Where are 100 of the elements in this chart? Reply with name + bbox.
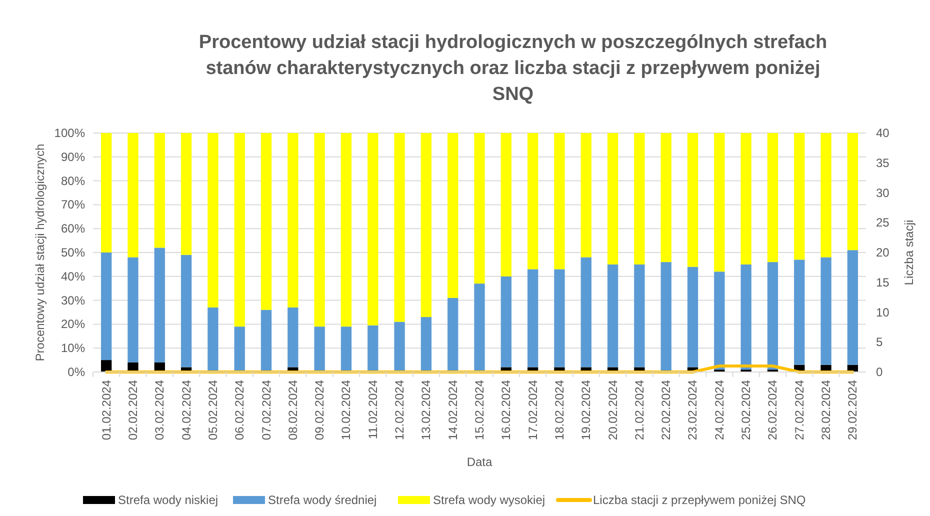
bar <box>607 133 618 264</box>
bar <box>660 133 672 262</box>
y2-tick-label: 20 <box>876 246 890 260</box>
bar <box>847 250 858 365</box>
x-tick-label: 25.02.2024 <box>739 380 754 440</box>
bar <box>500 276 512 368</box>
bar <box>288 307 298 368</box>
bar <box>847 133 858 250</box>
bar <box>714 133 725 272</box>
x-tick-label: 03.02.2024 <box>152 380 167 440</box>
x-tick-label: 07.02.2024 <box>259 380 274 440</box>
x-tick-label: 19.02.2024 <box>579 380 594 440</box>
bar <box>208 307 218 372</box>
bar <box>234 326 245 372</box>
bar <box>634 264 645 368</box>
bar <box>128 257 138 362</box>
x-tick-label: 21.02.2024 <box>632 380 646 440</box>
bar <box>474 284 485 372</box>
bar <box>554 133 565 270</box>
y2-tick-label: 5 <box>876 335 883 350</box>
bar <box>687 266 698 368</box>
bar <box>420 317 432 372</box>
x-tick-label: 16.02.2024 <box>499 380 514 440</box>
bar <box>340 326 352 372</box>
legend-label: Liczba stacji z przepływem poniżej SNQ <box>593 493 806 507</box>
bar <box>314 326 325 372</box>
x-tick-label: 20.02.2024 <box>606 380 620 440</box>
legend-label: Strefa wody średniej <box>268 493 377 507</box>
bar <box>500 133 512 276</box>
bar <box>714 272 725 370</box>
bar <box>234 133 245 327</box>
bar <box>180 133 192 255</box>
bar <box>687 133 698 267</box>
x-tick-label: 06.02.2024 <box>232 380 247 440</box>
y-tick-label: 40% <box>60 269 86 284</box>
bar <box>314 133 325 327</box>
bar <box>100 360 112 372</box>
y2-tick-label: 30 <box>876 186 890 200</box>
bar <box>740 264 752 370</box>
bar <box>554 269 565 368</box>
x-tick-label: 12.02.2024 <box>392 380 407 440</box>
bar <box>448 298 458 372</box>
x-axis-title: Data <box>466 455 492 469</box>
x-tick-label: 04.02.2024 <box>179 380 194 440</box>
x-tick-label: 23.02.2024 <box>686 380 700 440</box>
y-tick-label: 30% <box>60 293 86 308</box>
x-tick-label: 18.02.2024 <box>552 380 566 440</box>
x-tick-label: 01.02.2024 <box>99 380 114 440</box>
y-tick-label: 100% <box>54 126 86 140</box>
bar <box>527 133 538 270</box>
x-tick-label: 27.02.2024 <box>792 380 806 440</box>
bar <box>767 262 778 370</box>
bar <box>208 133 218 308</box>
bar <box>154 248 165 362</box>
chart-title: Procentowy udział stacji hydrologicznych w poszczególnych strefach stanów charakterystycznych oraz liczba stacji z przepływem poniżej SNQ <box>198 32 828 105</box>
bar <box>660 262 672 372</box>
x-tick-label: 11.02.2024 <box>366 380 380 440</box>
bar <box>580 257 592 368</box>
bar <box>394 322 405 372</box>
y2-axis-title: Liczba stacji <box>902 220 916 286</box>
y2-tick-label: 0 <box>876 365 883 379</box>
y-tick-label: 70% <box>60 198 86 212</box>
y2-tick-label: 40 <box>876 126 890 140</box>
bar <box>340 133 352 327</box>
x-tick-label: 24.02.2024 <box>712 380 726 440</box>
bar <box>794 133 805 260</box>
y-tick-label: 20% <box>60 317 86 332</box>
bar <box>794 260 805 365</box>
x-tick-label: 28.02.2024 <box>819 380 834 440</box>
x-tick-label: 14.02.2024 <box>446 380 460 440</box>
bar <box>820 257 832 365</box>
bar <box>527 269 538 368</box>
y-tick-label: 10% <box>60 341 86 356</box>
bar <box>100 133 112 252</box>
x-tick-label: 09.02.2024 <box>312 380 327 440</box>
x-tick-label: 22.02.2024 <box>659 380 674 440</box>
x-tick-label: 02.02.2024 <box>126 380 140 440</box>
y2-tick-label: 10 <box>876 305 890 320</box>
y-tick-label: 50% <box>60 246 86 260</box>
bar <box>154 133 165 248</box>
y2-tick-label: 35 <box>876 156 890 170</box>
y2-tick-label: 15 <box>876 275 890 290</box>
bar <box>288 133 298 308</box>
x-tick-label: 17.02.2024 <box>526 380 540 440</box>
bar <box>580 133 592 258</box>
bar <box>260 133 272 310</box>
x-tick-label: 08.02.2024 <box>286 380 300 440</box>
bar <box>394 133 405 322</box>
bar <box>420 133 432 318</box>
bar <box>740 133 752 264</box>
bar <box>474 133 485 284</box>
legend-label: Strefa wody wysokiej <box>433 493 546 507</box>
bar <box>448 133 458 298</box>
bar <box>128 133 138 258</box>
bar <box>368 133 378 326</box>
x-tick-label: 26.02.2024 <box>766 380 780 440</box>
bar <box>767 133 778 262</box>
bar <box>180 254 192 368</box>
y2-tick-label: 25 <box>876 216 890 230</box>
bar <box>260 310 272 372</box>
